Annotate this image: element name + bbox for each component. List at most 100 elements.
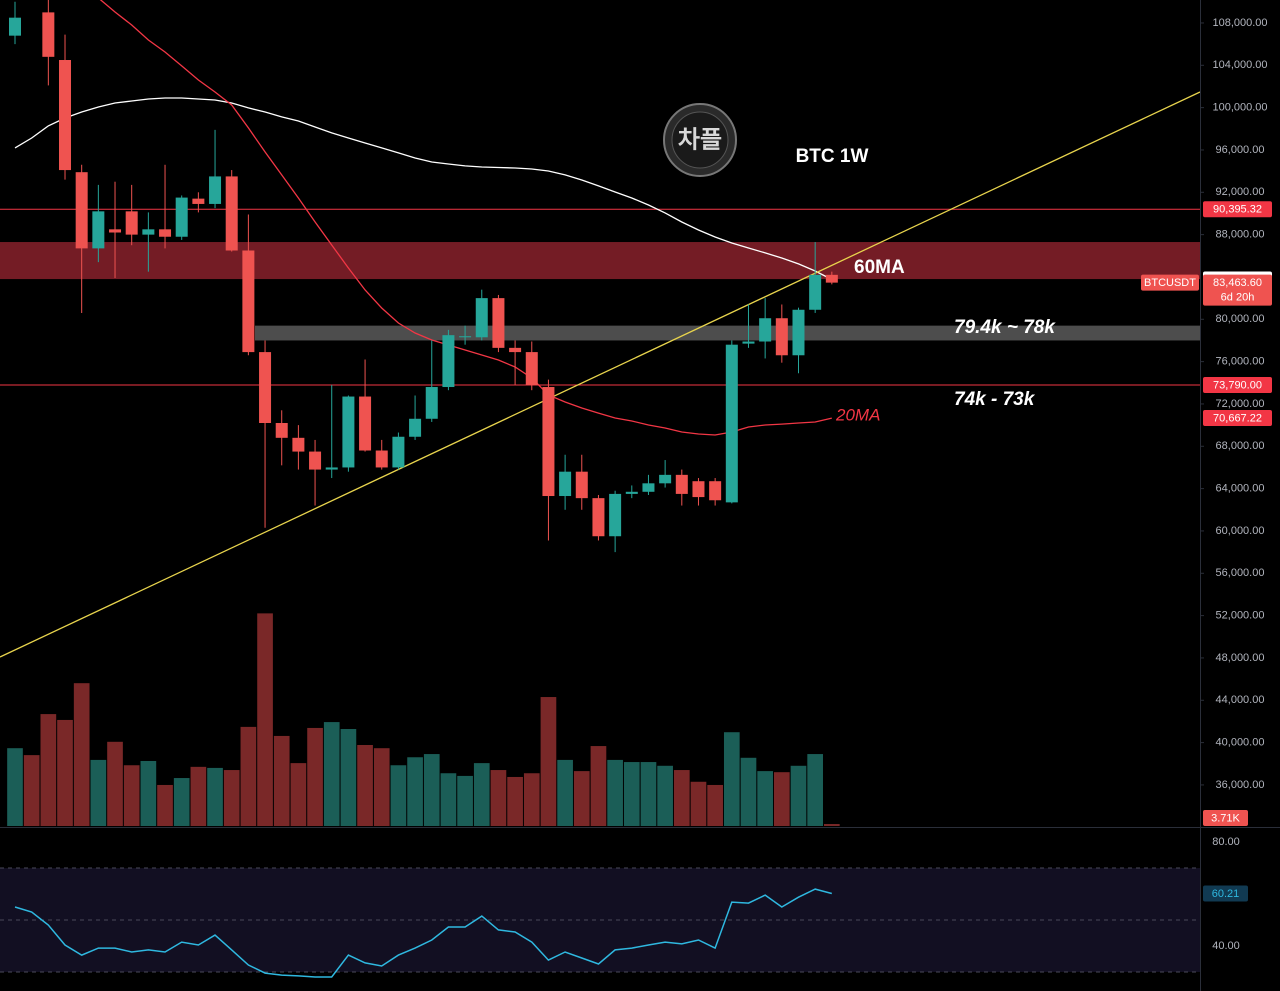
candle-body [259, 352, 272, 424]
candle-body [542, 387, 555, 497]
price-axis: 108,000.00 104,000.00 100,000.00 96,000.00 9… [1200, 17, 1268, 791]
volume-bar [573, 771, 590, 826]
volume-bar [173, 778, 190, 826]
candle-body [592, 498, 605, 537]
candle-body [425, 387, 438, 419]
candle-body [825, 274, 838, 283]
logo-text: 차플 [678, 126, 722, 153]
candle-body [225, 176, 238, 251]
candle-body [209, 176, 222, 204]
volume-bar [240, 726, 257, 826]
volume-bar [490, 770, 507, 826]
volume-bar [507, 776, 523, 826]
candle-body [659, 474, 672, 484]
candle-body [392, 436, 405, 468]
volume-bar [707, 784, 723, 826]
candle-body [792, 309, 805, 356]
volume-bar [390, 765, 407, 826]
candle-body [559, 471, 572, 497]
rsi-tag: 60.21 [1212, 888, 1240, 900]
logo-inner [671, 111, 729, 169]
y-tick-label: 96,000.00 [1216, 144, 1265, 156]
y-tick-label: 72,000.00 [1216, 398, 1265, 410]
level-annotation: 74k - 73k [954, 389, 1036, 410]
candle-body [575, 471, 588, 499]
moving-average [99, 0, 832, 436]
zone [255, 325, 1200, 341]
symbol-tag-box [1141, 274, 1199, 291]
volume-bar [290, 763, 307, 826]
candle-body [159, 229, 172, 237]
y-tick-label: 64,000.00 [1216, 483, 1265, 495]
candle-body [59, 60, 72, 171]
candle-body [475, 298, 488, 338]
y-tick-label: 104,000.00 [1212, 59, 1267, 71]
logo: 차플 [663, 103, 737, 177]
moving-average [14, 97, 833, 281]
y-tick-label: 80,000.00 [1216, 313, 1265, 325]
candle-body [442, 335, 455, 388]
volume-bar [140, 760, 157, 826]
volume-bar [673, 770, 690, 826]
zone [0, 242, 1200, 280]
ma-tag-box [1203, 410, 1272, 427]
volume-bar [440, 773, 457, 826]
volume-bar [740, 757, 757, 826]
candle-body [109, 229, 122, 233]
y-tick-label: 108,000.00 [1212, 17, 1267, 29]
candle-body [492, 298, 505, 348]
volume-bar [273, 735, 290, 826]
ma60-label: 60MA [854, 257, 905, 278]
volume-bar [640, 762, 657, 826]
volume-bar [340, 729, 357, 826]
y-tick-label: 92,000.00 [1216, 186, 1265, 198]
candle-body [809, 274, 822, 310]
level-tag-box [1203, 201, 1272, 218]
candle-body [459, 336, 472, 338]
volume-bar [590, 746, 607, 826]
volume-bar [657, 765, 673, 826]
candle-body [292, 437, 305, 452]
candle-body [675, 474, 688, 494]
price-tags: 90,395.3273,790.0083,756.5670,667.2283,4… [1141, 201, 1272, 902]
moving-averages [14, 0, 833, 436]
y-tick-label: 56,000.00 [1216, 567, 1265, 579]
y-tick-label: 36,000.00 [1216, 779, 1265, 791]
trendline [0, 91, 1201, 658]
level-tag-box [1203, 377, 1272, 394]
candle-body [125, 211, 138, 235]
zones [0, 242, 1200, 341]
y-tick-label: 60,000.00 [1216, 525, 1265, 537]
ma-tag: 70,667.22 [1213, 412, 1262, 424]
volume-bar [190, 766, 207, 826]
volume-bar [57, 719, 73, 826]
y-tick-label: 100,000.00 [1212, 102, 1267, 114]
candle-body [775, 318, 788, 356]
volume-bar [73, 683, 90, 826]
candle-body [525, 352, 538, 385]
rsi-tick-label: 40.00 [1212, 940, 1240, 952]
candle-body [309, 451, 322, 470]
volume-bar [423, 754, 440, 826]
last-price: 83,463.60 [1213, 277, 1262, 289]
y-tick-label: 52,000.00 [1216, 610, 1265, 622]
candle-body [642, 483, 655, 492]
candle-body [92, 211, 105, 249]
volume-bar [257, 613, 273, 826]
volume-bar [823, 824, 840, 826]
volume-bar [457, 775, 473, 826]
candle-body [742, 341, 755, 344]
volume-bar [757, 771, 773, 826]
volume-bar [773, 772, 790, 826]
level-tag: 73,790.00 [1213, 379, 1262, 391]
volume-bar [473, 763, 490, 826]
candle-body [325, 467, 338, 470]
volume-bar [40, 714, 57, 826]
y-tick-label: 44,000.00 [1216, 694, 1265, 706]
levels [0, 208, 1200, 386]
candle-body [359, 396, 372, 451]
volume-bar [807, 754, 823, 826]
volume-bar [157, 784, 173, 826]
chart-title: BTC 1W [796, 146, 869, 167]
